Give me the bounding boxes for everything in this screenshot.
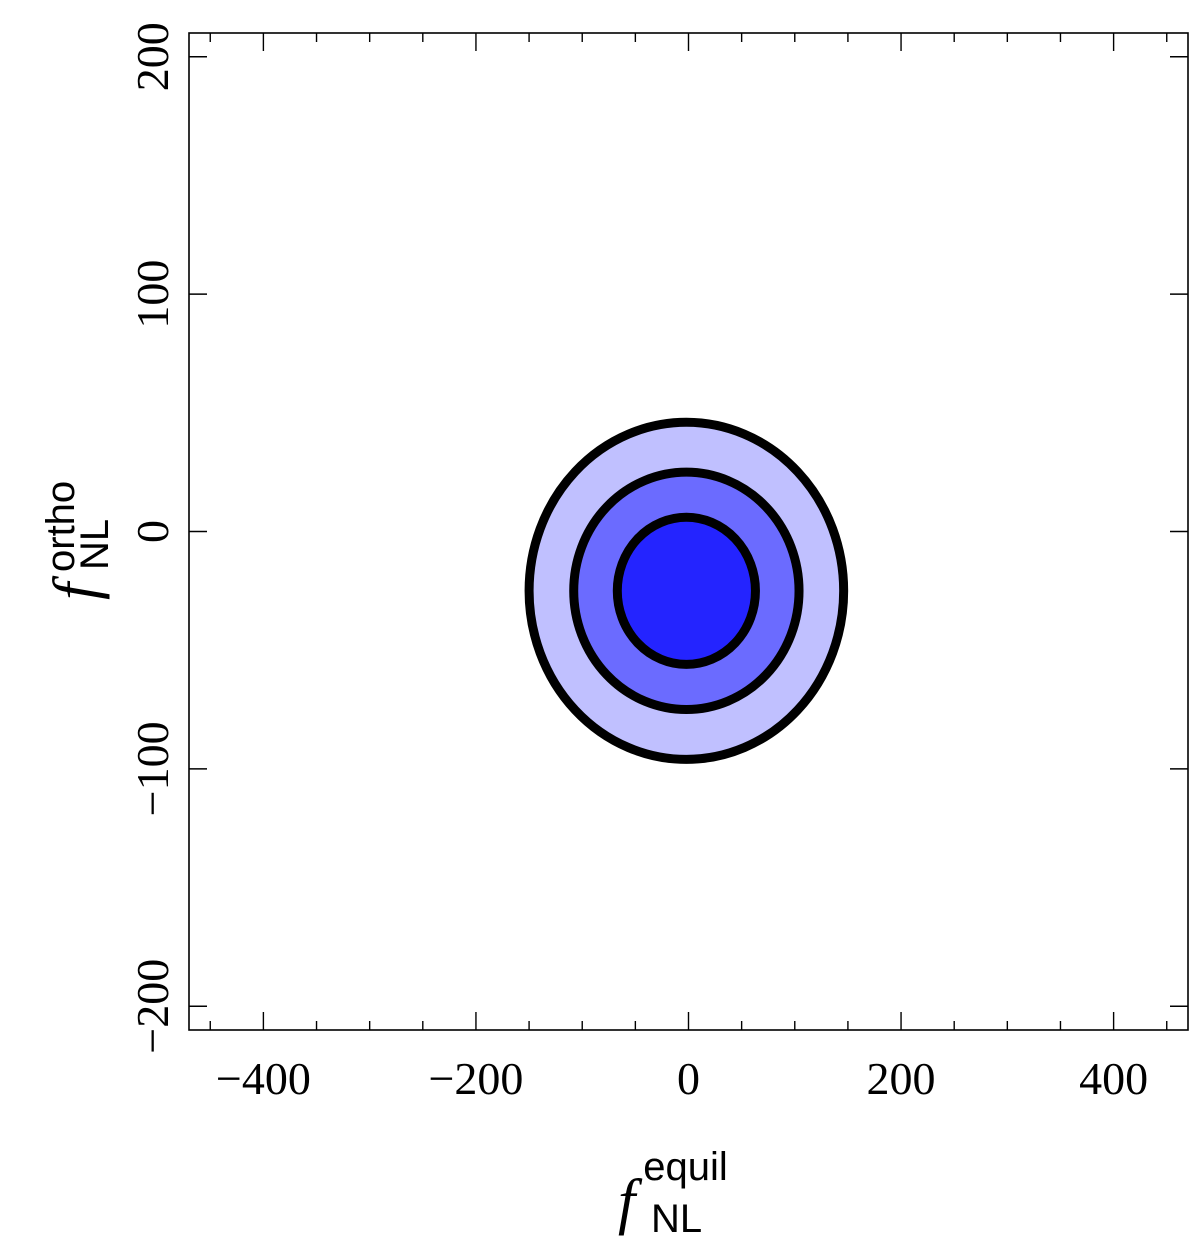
y-axis-superscript: ortho [39,481,83,572]
x-tick-label: −200 [428,1053,523,1104]
y-axis-label: f ortho NL [39,481,117,600]
x-axis-symbol: f [618,1168,643,1236]
axis-ticks [189,33,1188,1030]
x-tick-label: 0 [677,1053,700,1104]
contour-1sigma [612,512,760,669]
y-tick-label: 200 [127,22,178,91]
x-tick-labels: −400 −200 0 200 400 [216,1053,1148,1104]
x-tick-label: 400 [1079,1053,1148,1104]
x-tick-label: 200 [867,1053,936,1104]
y-tick-label: −200 [127,959,178,1054]
y-axis-symbol: f [42,575,110,600]
confidence-contours [524,417,849,764]
x-tick-label: −400 [216,1053,311,1104]
y-tick-label: 0 [127,520,178,543]
y-tick-labels: −200 −100 0 100 200 [127,22,178,1054]
y-axis-subscript: NL [73,519,117,570]
x-axis-subscript: NL [651,1197,702,1241]
x-axis-superscript: equil [643,1145,728,1189]
y-tick-label: −100 [127,721,178,816]
y-tick-label: 100 [127,260,178,329]
